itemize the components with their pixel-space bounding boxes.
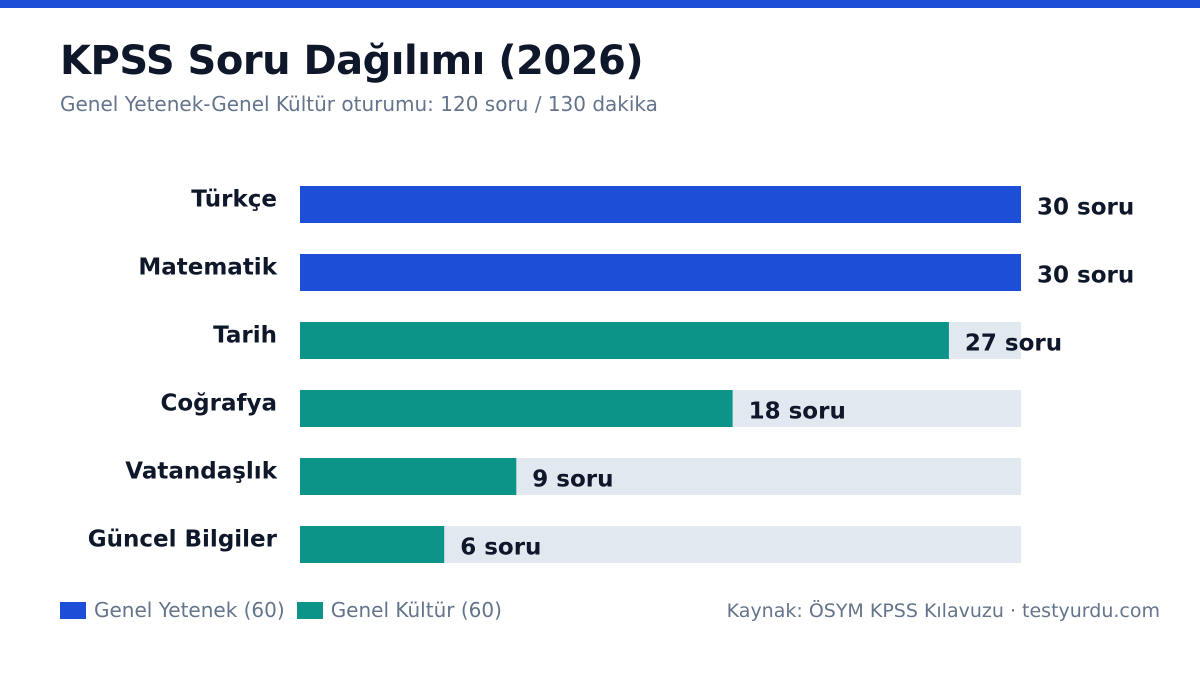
value-label-tarih: 27 soru xyxy=(965,331,1062,357)
value-label-turkce: 30 soru xyxy=(1037,195,1134,221)
legend-label-genel-yetenek: Genel Yetenek (60) xyxy=(94,598,285,622)
source-note: Kaynak: ÖSYM KPSS Kılavuzu · testyurdu.c… xyxy=(726,600,1160,622)
bar-turkce xyxy=(300,186,1021,223)
value-label-matematik: 30 soru xyxy=(1037,263,1134,289)
top-accent-bar xyxy=(0,0,1200,8)
page-subtitle: Genel Yetenek-Genel Kültür oturumu: 120 … xyxy=(60,92,658,116)
value-label-cografya: 18 soru xyxy=(749,399,846,425)
category-label-cografya: Coğrafya xyxy=(160,391,277,417)
category-label-matematik: Matematik xyxy=(138,255,277,281)
legend-swatch-genel-yetenek xyxy=(60,601,86,619)
bar-cografya xyxy=(300,390,733,427)
category-label-vatandaslik: Vatandaşlık xyxy=(125,459,277,485)
value-label-guncel-bilgiler: 6 soru xyxy=(460,535,541,561)
legend-item-genel-yetenek: Genel Yetenek (60) xyxy=(60,598,285,622)
value-label-vatandaslik: 9 soru xyxy=(532,467,613,493)
category-label-turkce: Türkçe xyxy=(191,187,277,213)
bar-vatandaslik xyxy=(300,458,517,495)
chart-legend: Genel Yetenek (60) Genel Kültür (60) xyxy=(60,598,514,622)
bar-guncel-bilgiler xyxy=(300,526,445,563)
category-label-guncel-bilgiler: Güncel Bilgiler xyxy=(88,527,278,553)
category-label-tarih: Tarih xyxy=(213,323,277,349)
bar-tarih xyxy=(300,322,949,359)
legend-label-genel-kultur: Genel Kültür (60) xyxy=(330,598,502,622)
page-title: KPSS Soru Dağılımı (2026) xyxy=(60,38,644,84)
legend-swatch-genel-kultur xyxy=(296,601,323,619)
legend-item-genel-kultur: Genel Kültür (60) xyxy=(296,598,502,622)
bar-matematik xyxy=(300,254,1021,291)
